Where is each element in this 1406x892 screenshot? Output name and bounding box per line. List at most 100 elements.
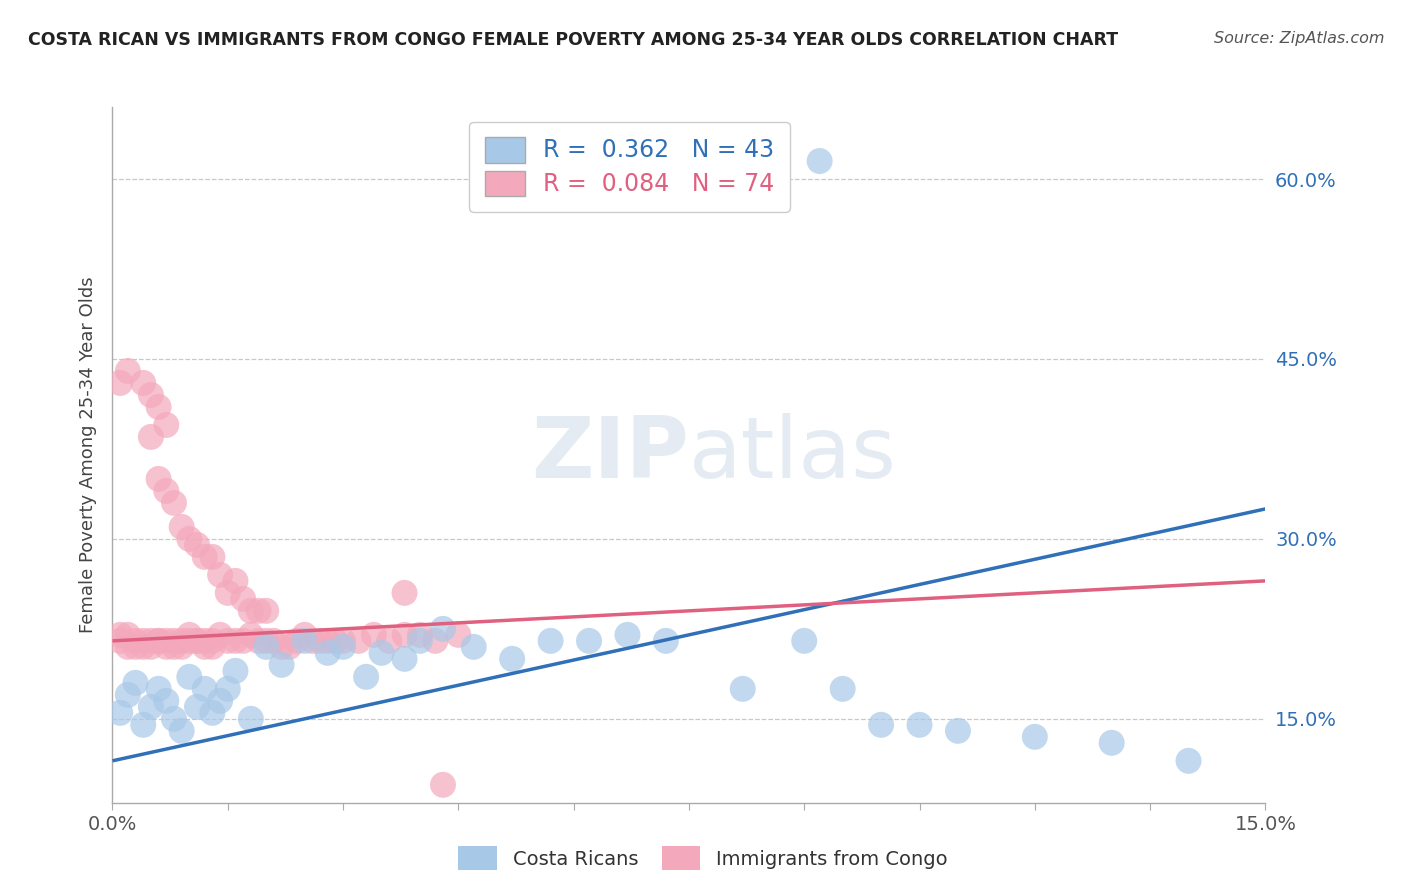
Point	[148, 472, 170, 486]
Point	[1101, 736, 1123, 750]
Point	[117, 640, 139, 654]
Point	[409, 628, 432, 642]
Point	[108, 376, 131, 390]
Point	[209, 694, 232, 708]
Point	[217, 681, 239, 696]
Point	[186, 538, 208, 552]
Text: Source: ZipAtlas.com: Source: ZipAtlas.com	[1215, 31, 1385, 46]
Point	[108, 633, 131, 648]
Point	[239, 604, 262, 618]
Point	[155, 483, 177, 498]
Point	[1177, 754, 1199, 768]
Point	[186, 633, 208, 648]
Point	[578, 633, 600, 648]
Point	[148, 681, 170, 696]
Point	[363, 628, 385, 642]
Point	[301, 633, 323, 648]
Point	[224, 574, 246, 588]
Point	[239, 628, 262, 642]
Point	[179, 628, 201, 642]
Point	[1024, 730, 1046, 744]
Legend: Costa Ricans, Immigrants from Congo: Costa Ricans, Immigrants from Congo	[450, 838, 956, 878]
Point	[655, 633, 678, 648]
Point	[194, 640, 217, 654]
Point	[124, 640, 146, 654]
Point	[108, 706, 131, 720]
Point	[394, 628, 416, 642]
Point	[731, 681, 754, 696]
Point	[370, 646, 392, 660]
Point	[831, 681, 853, 696]
Point	[946, 723, 969, 738]
Point	[463, 640, 485, 654]
Point	[139, 633, 162, 648]
Point	[148, 400, 170, 414]
Point	[254, 640, 277, 654]
Point	[186, 699, 208, 714]
Point	[132, 640, 155, 654]
Point	[501, 652, 523, 666]
Point	[270, 657, 292, 672]
Point	[217, 633, 239, 648]
Point	[409, 633, 432, 648]
Point	[186, 633, 208, 648]
Y-axis label: Female Poverty Among 25-34 Year Olds: Female Poverty Among 25-34 Year Olds	[79, 277, 97, 633]
Point	[332, 633, 354, 648]
Point	[179, 670, 201, 684]
Point	[793, 633, 815, 648]
Point	[179, 532, 201, 546]
Point	[432, 778, 454, 792]
Point	[170, 520, 193, 534]
Point	[194, 549, 217, 564]
Point	[908, 718, 931, 732]
Point	[254, 633, 277, 648]
Point	[124, 676, 146, 690]
Point	[117, 688, 139, 702]
Point	[263, 633, 285, 648]
Text: atlas: atlas	[689, 413, 897, 497]
Point	[209, 567, 232, 582]
Point	[155, 417, 177, 432]
Point	[247, 633, 270, 648]
Point	[447, 628, 470, 642]
Point	[108, 628, 131, 642]
Point	[294, 633, 316, 648]
Point	[155, 633, 177, 648]
Text: ZIP: ZIP	[531, 413, 689, 497]
Point	[148, 633, 170, 648]
Point	[139, 388, 162, 402]
Point	[540, 633, 562, 648]
Point	[132, 376, 155, 390]
Point	[247, 604, 270, 618]
Point	[270, 640, 292, 654]
Point	[117, 628, 139, 642]
Point	[117, 364, 139, 378]
Point	[432, 622, 454, 636]
Point	[616, 628, 638, 642]
Point	[194, 633, 217, 648]
Point	[354, 670, 377, 684]
Point	[201, 633, 224, 648]
Point	[217, 586, 239, 600]
Point	[224, 664, 246, 678]
Point	[232, 591, 254, 606]
Point	[155, 694, 177, 708]
Point	[294, 628, 316, 642]
Legend: R =  0.362   N = 43, R =  0.084   N = 74: R = 0.362 N = 43, R = 0.084 N = 74	[470, 121, 790, 212]
Point	[425, 633, 447, 648]
Point	[278, 640, 301, 654]
Point	[148, 633, 170, 648]
Point	[170, 640, 193, 654]
Point	[870, 718, 893, 732]
Point	[163, 712, 186, 726]
Point	[394, 652, 416, 666]
Point	[170, 633, 193, 648]
Point	[316, 646, 339, 660]
Point	[332, 640, 354, 654]
Point	[316, 633, 339, 648]
Point	[239, 712, 262, 726]
Point	[155, 640, 177, 654]
Point	[309, 633, 332, 648]
Point	[139, 430, 162, 444]
Point	[163, 640, 186, 654]
